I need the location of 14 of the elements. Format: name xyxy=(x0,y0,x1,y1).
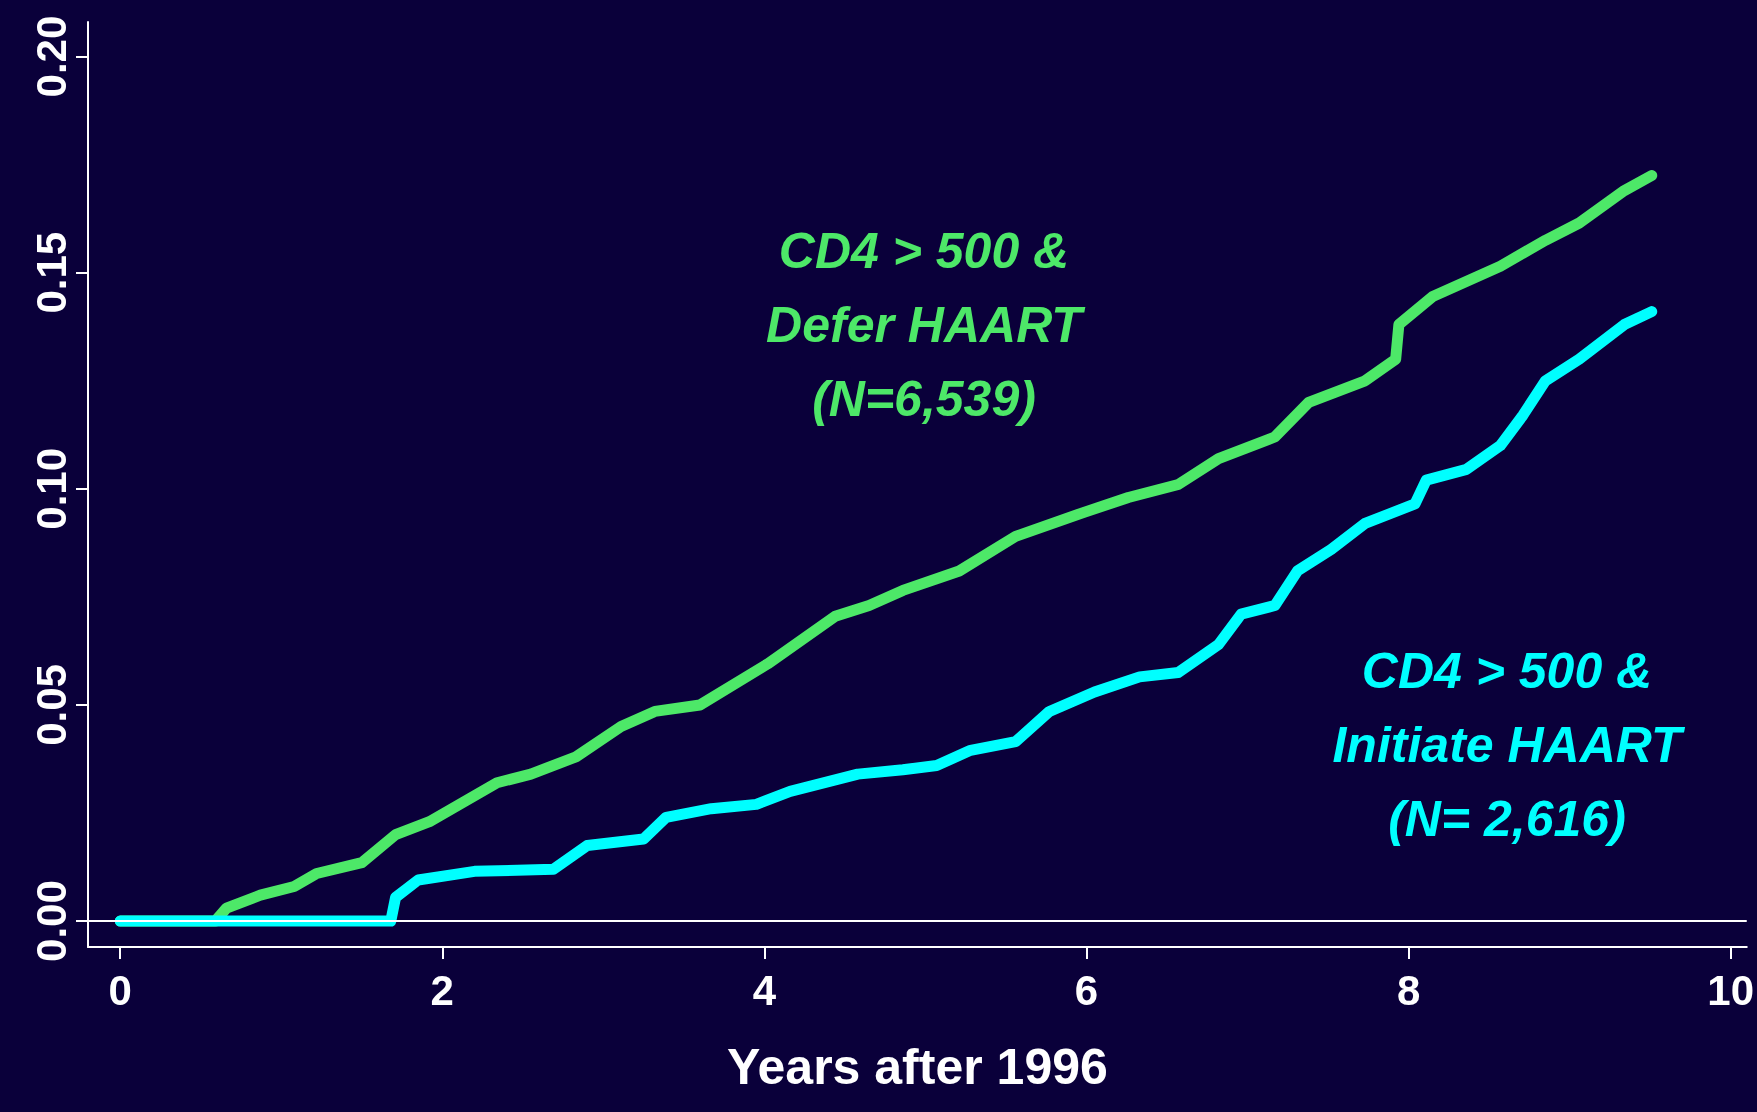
series-label: CD4 > 500 & Initiate HAART (N= 2,616) xyxy=(1332,643,1686,847)
y-tick-label: 0.05 xyxy=(27,664,75,746)
x-tick-label: 0 xyxy=(108,966,132,1014)
y-tick-label: 0.15 xyxy=(27,231,75,314)
x-tick-label: 6 xyxy=(1074,966,1099,1014)
x-tick-label: 10 xyxy=(1707,966,1754,1014)
x-tick-label: 2 xyxy=(430,966,454,1014)
y-tick-label: 0.10 xyxy=(27,447,75,530)
x-axis-title: Years after 1996 xyxy=(726,1039,1108,1095)
x-tick-label: 8 xyxy=(1396,966,1421,1014)
series-label: CD4 > 500 & Defer HAART (N=6,539) xyxy=(766,223,1087,427)
y-tick-label: 0.20 xyxy=(27,15,75,98)
x-tick-label: 4 xyxy=(752,966,777,1014)
y-tick-label: 0.00 xyxy=(27,880,75,962)
